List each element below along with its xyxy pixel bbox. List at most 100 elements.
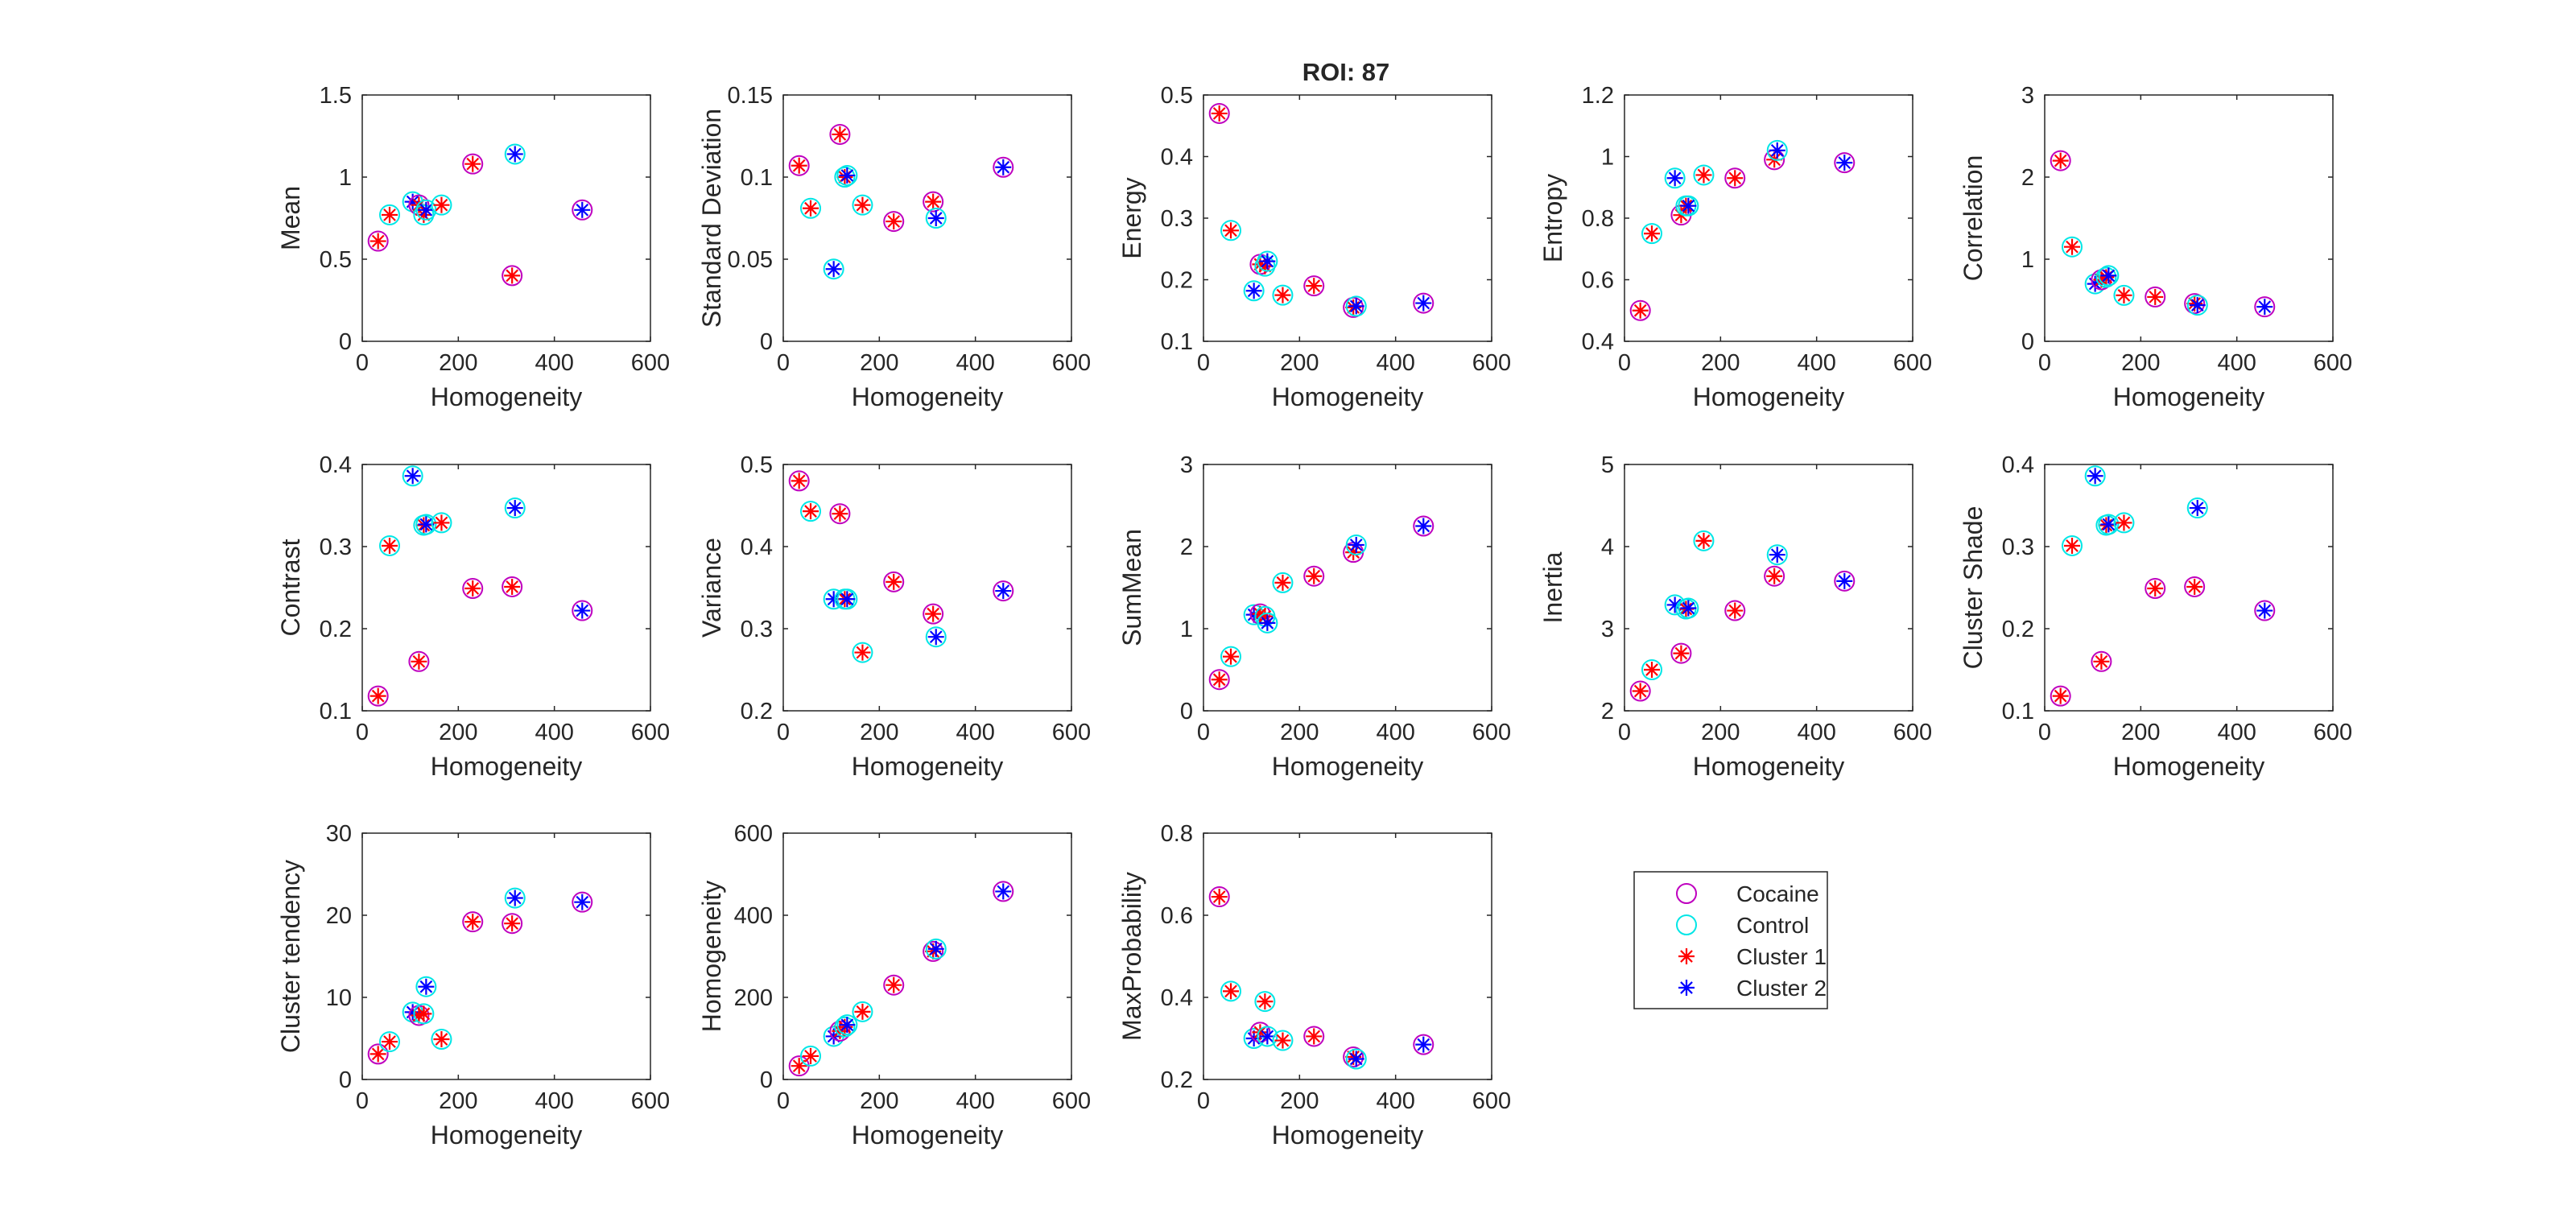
cluster-marker xyxy=(464,155,481,172)
x-tick-label: 400 xyxy=(1376,1088,1414,1114)
group-marker xyxy=(413,1003,435,1025)
x-axis-label: Homogeneity xyxy=(1693,382,1845,411)
data-point xyxy=(1303,275,1325,297)
cluster-marker xyxy=(995,159,1012,175)
group-marker xyxy=(925,626,947,648)
y-tick-label: 2 xyxy=(1180,535,1193,560)
cluster-marker xyxy=(415,1005,432,1022)
x-axis-label: Homogeneity xyxy=(431,752,583,781)
group-marker xyxy=(431,512,452,534)
group-marker xyxy=(1678,195,1699,217)
group-marker xyxy=(1724,167,1746,189)
group-marker xyxy=(925,938,947,960)
group-marker xyxy=(829,123,851,145)
group-marker xyxy=(1678,597,1699,619)
data-point xyxy=(1345,1048,1367,1070)
cluster-marker xyxy=(1632,302,1649,319)
group-marker xyxy=(852,1001,873,1022)
group-marker xyxy=(2098,265,2120,287)
cluster-marker xyxy=(433,1031,450,1048)
data-point xyxy=(431,512,452,534)
y-tick-label: 0 xyxy=(1180,699,1193,724)
x-tick-label: 200 xyxy=(1280,720,1319,745)
x-tick-label: 0 xyxy=(777,720,790,745)
data-point xyxy=(1254,255,1276,277)
group-marker xyxy=(408,650,430,672)
y-tick-label: 0.3 xyxy=(320,535,352,560)
cluster-marker xyxy=(504,915,521,932)
y-axis-label: Cluster tendency xyxy=(276,860,305,1053)
x-tick-label: 200 xyxy=(1701,350,1740,376)
group-marker xyxy=(2084,465,2106,487)
cluster-marker xyxy=(886,213,902,230)
group-marker xyxy=(1345,1048,1367,1070)
data-point xyxy=(852,194,873,216)
group-marker xyxy=(2062,535,2083,556)
cluster-marker xyxy=(825,261,842,278)
data-point xyxy=(2254,296,2276,318)
cluster-marker xyxy=(1666,596,1683,613)
group-marker xyxy=(2062,236,2083,258)
cluster-marker xyxy=(506,146,523,163)
data-point xyxy=(788,470,810,492)
group-marker xyxy=(836,164,858,186)
data-point xyxy=(925,626,947,648)
group-marker xyxy=(1693,530,1715,551)
data-point xyxy=(1413,1034,1435,1055)
data-point xyxy=(413,1003,435,1025)
data-point xyxy=(852,1001,873,1022)
data-point xyxy=(572,199,593,221)
group-marker xyxy=(1664,167,1686,189)
cluster-marker xyxy=(839,591,856,608)
y-tick-label: 0.2 xyxy=(1161,1067,1193,1093)
x-tick-label: 400 xyxy=(956,720,994,745)
data-point xyxy=(1208,886,1230,908)
data-point xyxy=(1629,680,1651,702)
cluster-marker xyxy=(506,889,523,906)
subplot-entropy: 0 200 400 600 0.4 0.6 0.8 1 1.2 Homogeneity Entrop… xyxy=(1538,83,1932,411)
cluster-marker xyxy=(2186,578,2203,595)
x-axis-label: Homogeneity xyxy=(852,1121,1004,1150)
group-marker xyxy=(788,470,810,492)
group-marker xyxy=(431,194,452,216)
cluster-marker xyxy=(411,653,427,670)
subplot-maxprobability: 0 200 400 600 0.2 0.4 0.6 0.8 Homogeneity MaxProb… xyxy=(1117,821,1511,1150)
x-tick-label: 0 xyxy=(356,720,369,745)
y-axis-label: Variance xyxy=(697,538,726,638)
group-marker xyxy=(1254,255,1276,277)
group-marker xyxy=(1693,164,1715,186)
data-point xyxy=(993,881,1014,902)
data-point xyxy=(1220,220,1242,241)
data-point xyxy=(836,164,858,186)
cluster-marker xyxy=(1306,568,1323,584)
group-marker xyxy=(1254,991,1276,1013)
subplot-standard-deviation: 0 200 400 600 0 0.05 0.1 0.15 Homogeneity Standar… xyxy=(697,83,1091,411)
group-marker xyxy=(1303,565,1325,587)
y-tick-label: 0.4 xyxy=(741,535,773,560)
data-point xyxy=(2113,284,2135,306)
x-tick-label: 600 xyxy=(631,720,670,745)
group-marker xyxy=(883,974,905,996)
x-tick-label: 400 xyxy=(1797,350,1835,376)
cluster-marker xyxy=(2100,516,2117,533)
group-marker xyxy=(1243,280,1265,302)
cluster-marker xyxy=(1415,518,1432,535)
x-axis-label: Homogeneity xyxy=(2113,382,2265,411)
subplot-correlation: 0 200 400 600 0 1 2 3 Homogeneity Correlation xyxy=(1959,83,2352,411)
y-tick-label: 0.4 xyxy=(2002,452,2034,478)
cluster-marker xyxy=(995,883,1012,900)
y-tick-label: 0.3 xyxy=(741,617,773,642)
data-point xyxy=(800,501,822,522)
x-tick-label: 0 xyxy=(356,350,369,376)
data-point xyxy=(923,603,944,625)
x-tick-label: 0 xyxy=(777,1088,790,1114)
cluster-marker xyxy=(2087,468,2103,485)
group-marker xyxy=(1303,275,1325,297)
cluster-marker xyxy=(2256,602,2273,619)
group-marker xyxy=(1629,299,1651,321)
data-point xyxy=(367,1043,389,1065)
cluster-marker xyxy=(803,503,819,520)
cluster-marker xyxy=(1345,299,1362,316)
x-axis-label: Homogeneity xyxy=(852,382,1004,411)
axes-box xyxy=(782,832,1072,1080)
